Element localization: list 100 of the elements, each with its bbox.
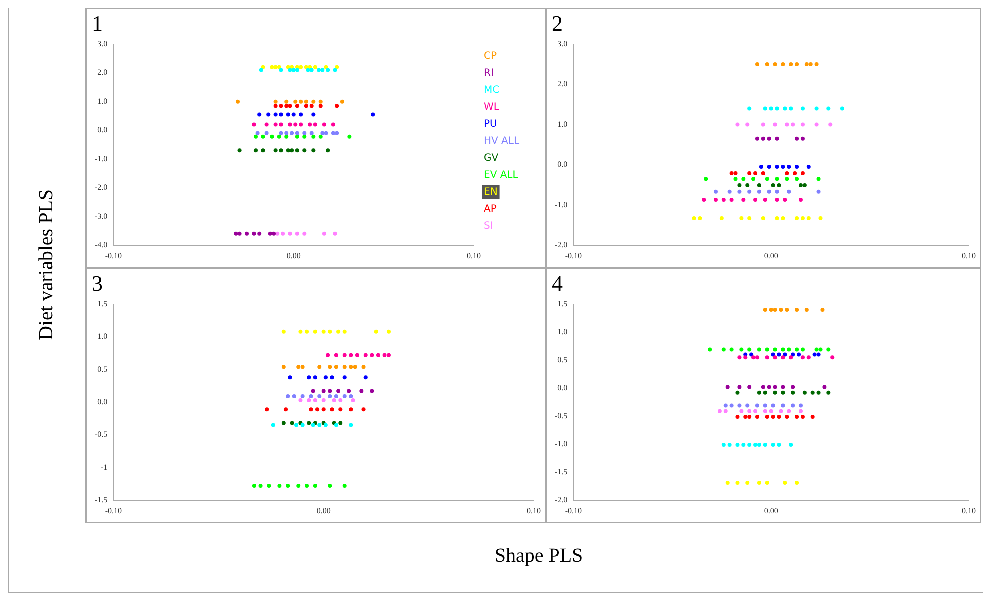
point — [748, 348, 752, 352]
point — [773, 122, 778, 127]
y-tick-label: -1.5 — [94, 495, 108, 504]
point — [330, 408, 334, 412]
point — [692, 216, 696, 220]
point — [773, 62, 778, 66]
point — [333, 232, 338, 236]
point — [322, 232, 326, 236]
point — [779, 409, 784, 414]
point — [299, 100, 304, 104]
point — [777, 414, 782, 419]
point — [755, 414, 760, 419]
point — [724, 409, 728, 414]
point — [795, 216, 800, 220]
point — [322, 122, 326, 127]
point — [773, 308, 778, 312]
point — [318, 134, 323, 139]
y-tick-label: -1.5 — [554, 467, 568, 476]
x-tick-label: 0.00 — [316, 506, 331, 516]
point — [765, 356, 770, 360]
point — [342, 365, 347, 370]
point — [312, 112, 316, 117]
point — [360, 389, 364, 394]
point — [292, 394, 296, 399]
point — [338, 398, 343, 402]
text: WL — [484, 102, 500, 113]
point — [810, 414, 815, 419]
chart-title: 2 — [552, 10, 563, 36]
y-tick-label: 1.0 — [98, 96, 108, 106]
point — [726, 385, 730, 390]
point — [806, 356, 811, 360]
y-tick-label: 0.0 — [558, 160, 568, 170]
point — [800, 106, 805, 111]
point — [800, 171, 805, 176]
point — [804, 308, 809, 312]
point — [295, 131, 300, 136]
point — [746, 184, 750, 188]
point — [284, 134, 289, 139]
point — [312, 100, 316, 104]
y-tick-label: -2.0 — [554, 240, 568, 250]
point — [290, 131, 294, 136]
point — [259, 68, 264, 72]
point — [814, 348, 819, 352]
point — [335, 104, 340, 108]
point — [326, 68, 330, 72]
point — [738, 184, 742, 188]
point — [304, 104, 308, 108]
x-tick-label: 0.10 — [467, 251, 481, 260]
point — [320, 68, 325, 72]
point — [282, 421, 286, 426]
point — [748, 409, 752, 414]
point — [781, 165, 786, 170]
point — [746, 481, 750, 486]
point — [808, 62, 813, 66]
point — [800, 122, 805, 127]
y-tick-label: 3.0 — [98, 39, 108, 48]
point — [738, 404, 742, 408]
point — [295, 68, 300, 72]
x-tick-label: 0.00 — [286, 251, 301, 260]
point — [818, 216, 823, 220]
point — [738, 356, 742, 360]
point — [302, 148, 307, 153]
point — [274, 100, 278, 104]
point — [256, 131, 260, 136]
point — [787, 165, 792, 170]
point — [310, 104, 314, 108]
point — [763, 409, 768, 414]
y-tick-label: -4.0 — [94, 240, 108, 250]
point — [769, 409, 774, 414]
point — [336, 389, 341, 394]
point — [734, 171, 738, 176]
point — [828, 122, 833, 127]
point — [789, 62, 794, 66]
point — [763, 106, 768, 111]
point — [787, 348, 792, 352]
y-tick-label: 1.5 — [558, 299, 568, 308]
x-tick-label: 0.10 — [962, 506, 976, 516]
point — [748, 414, 752, 419]
point — [789, 442, 794, 447]
point — [740, 216, 744, 220]
point — [324, 65, 328, 70]
point — [338, 408, 343, 412]
point — [342, 330, 347, 334]
point — [338, 421, 343, 426]
point — [331, 122, 336, 127]
point — [767, 165, 772, 170]
point — [748, 171, 752, 176]
point — [268, 232, 272, 236]
point — [279, 148, 284, 153]
point — [771, 184, 776, 188]
point — [364, 353, 368, 358]
point — [355, 353, 360, 358]
point — [748, 190, 752, 194]
y-tick-label: -1.0 — [94, 154, 108, 164]
point — [785, 171, 790, 176]
point — [295, 148, 300, 153]
point — [763, 442, 768, 447]
point — [775, 198, 780, 202]
point — [781, 404, 786, 408]
y-tick-label: 1.0 — [558, 120, 568, 129]
